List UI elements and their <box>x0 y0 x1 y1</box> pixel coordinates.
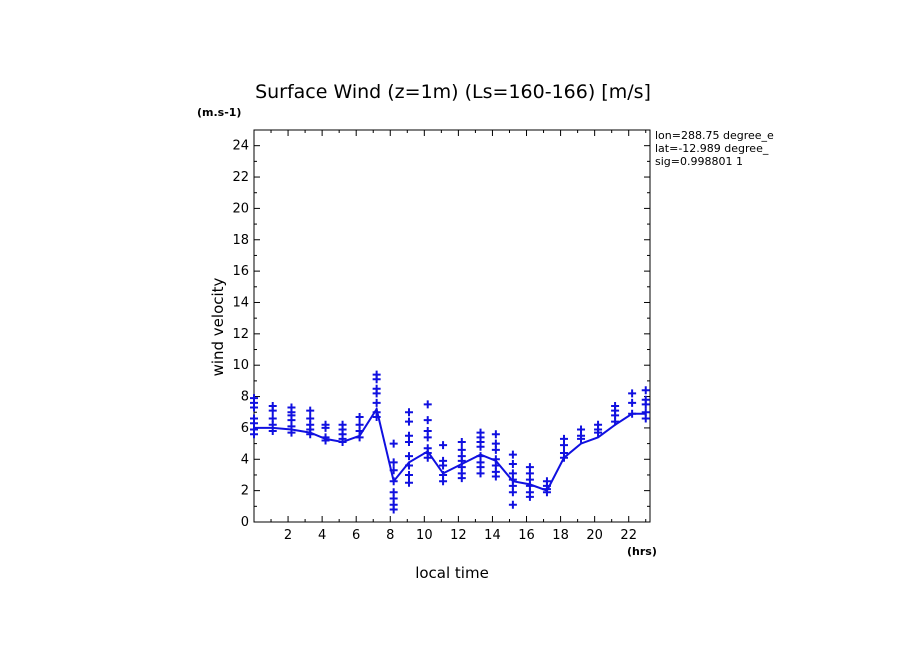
y-tick-label: 4 <box>241 452 249 467</box>
data-point-marker <box>457 474 466 483</box>
data-point-marker <box>268 406 277 415</box>
data-point-marker <box>372 375 381 384</box>
data-point-marker <box>577 434 586 443</box>
data-point-marker <box>306 430 315 439</box>
data-point-marker <box>423 400 432 409</box>
data-point-marker <box>268 427 277 436</box>
x-tick-label: 10 <box>416 528 433 543</box>
data-point-marker <box>439 477 448 486</box>
x-tick-label: 20 <box>586 528 603 543</box>
data-point-marker <box>508 459 517 468</box>
y-tick-label: 22 <box>232 170 249 185</box>
data-point-marker <box>423 416 432 425</box>
data-point-marker <box>491 445 500 454</box>
data-point-marker <box>641 386 650 395</box>
data-point-marker <box>628 409 637 418</box>
chart-title: Surface Wind (z=1m) (Ls=160-166) [m/s] <box>255 81 651 103</box>
data-point-marker <box>439 461 448 470</box>
x-tick-label: 6 <box>352 528 360 543</box>
data-point-marker <box>423 433 432 442</box>
info-lon: lon=288.75 degree_e <box>655 129 774 142</box>
data-point-marker <box>389 505 398 514</box>
y-tick-label: 8 <box>241 390 249 405</box>
data-point-marker <box>508 488 517 497</box>
y-tick-label: 18 <box>232 233 249 248</box>
data-point-marker <box>439 441 448 450</box>
data-point-marker <box>355 433 364 442</box>
y-tick-label: 12 <box>232 327 249 342</box>
data-point-marker <box>628 398 637 407</box>
data-point-marker <box>372 389 381 398</box>
y-tick-label: 10 <box>232 358 249 373</box>
x-tick-label: 14 <box>484 528 501 543</box>
data-point-marker <box>287 428 296 437</box>
data-point-marker <box>641 400 650 409</box>
data-point-marker <box>542 488 551 497</box>
y-axis-unit: (m.s-1) <box>197 106 241 119</box>
data-point-marker <box>404 461 413 470</box>
data-point-marker <box>404 478 413 487</box>
data-point-marker <box>321 423 330 432</box>
data-point-marker <box>628 389 637 398</box>
data-point-marker <box>404 438 413 447</box>
x-tick-label: 8 <box>386 528 394 543</box>
data-point-marker <box>404 452 413 461</box>
data-point-marker <box>355 412 364 421</box>
data-point-marker <box>423 453 432 462</box>
x-tick-label: 18 <box>552 528 569 543</box>
info-sig: sig=0.998801 1 <box>655 155 743 168</box>
data-point-marker <box>594 428 603 437</box>
mean-wind-line <box>254 406 646 492</box>
data-point-marker <box>404 408 413 417</box>
data-point-marker <box>559 441 568 450</box>
data-point-marker <box>457 438 466 447</box>
data-point-marker <box>321 436 330 445</box>
plot-frame <box>253 129 651 523</box>
y-tick-label: 20 <box>232 201 249 216</box>
data-point-marker <box>372 398 381 407</box>
data-point-marker <box>404 417 413 426</box>
y-tick-label: 0 <box>241 515 249 530</box>
x-axis-unit: (hrs) <box>627 545 657 558</box>
data-point-marker <box>372 412 381 421</box>
y-tick-label: 14 <box>232 295 249 310</box>
x-tick-label: 16 <box>518 528 535 543</box>
data-point-marker <box>404 470 413 479</box>
data-point-marker <box>389 466 398 475</box>
data-point-marker <box>338 438 347 447</box>
data-point-marker <box>611 417 620 426</box>
data-point-marker <box>559 453 568 462</box>
y-tick-label: 2 <box>241 484 249 499</box>
data-point-marker <box>508 500 517 509</box>
data-point-marker <box>306 406 315 415</box>
data-point-marker <box>389 458 398 467</box>
data-point-marker <box>389 439 398 448</box>
data-point-marker <box>250 430 258 439</box>
data-point-marker <box>525 492 534 501</box>
data-point-marker <box>641 414 650 423</box>
data-point-marker <box>491 472 500 481</box>
data-point-marker <box>476 469 485 478</box>
data-point-marker <box>250 403 258 412</box>
x-tick-label: 22 <box>620 528 637 543</box>
data-point-marker <box>491 430 500 439</box>
y-axis-label: wind velocity <box>209 277 227 376</box>
x-axis-label: local time <box>415 564 489 582</box>
data-point-marker <box>508 450 517 459</box>
y-tick-label: 6 <box>241 421 249 436</box>
info-lat: lat=-12.989 degree_ <box>655 142 769 155</box>
x-tick-label: 12 <box>450 528 467 543</box>
x-tick-label: 2 <box>284 528 292 543</box>
y-tick-label: 24 <box>232 139 249 154</box>
y-tick-label: 16 <box>232 264 249 279</box>
data-point-marker <box>389 477 398 486</box>
data-point-marker <box>476 442 485 451</box>
x-tick-label: 4 <box>318 528 326 543</box>
